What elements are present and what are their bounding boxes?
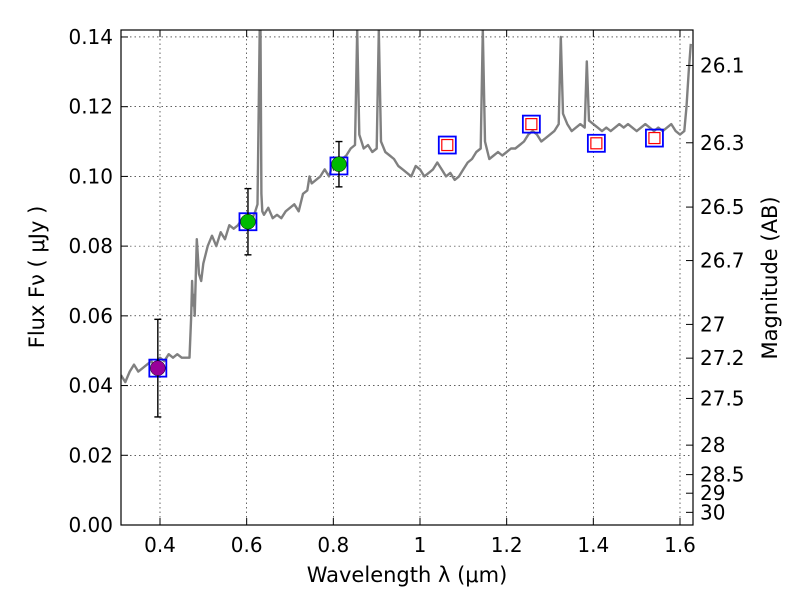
spectrum-layer	[121, 30, 692, 384]
plot-frame	[120, 29, 694, 526]
upper-limit-marker	[441, 138, 454, 152]
spectrum-line	[121, 30, 692, 384]
x-tick-label: 1	[414, 533, 427, 557]
mag-tick-label: 26.1	[700, 53, 745, 77]
y-tick-label: 0.02	[68, 443, 113, 467]
upper-limit-marker	[648, 131, 661, 145]
mag-tick-label: 26.5	[700, 195, 745, 219]
y-tick-label: 0.12	[68, 95, 113, 119]
y-tick-label: 0.14	[68, 25, 113, 49]
x-tick-label: 1.6	[664, 533, 696, 557]
y-axis-right-label: Magnitude (AB)	[758, 196, 782, 359]
tick-layer: 0.4 0.6 0.8 1 1.2 1.4 1.6 0.00 0.02 0.04 0.06 0.08 0…	[68, 25, 744, 557]
model-photometry-box	[521, 114, 541, 134]
x-tick-label: 0.6	[231, 533, 263, 557]
x-tick-label: 1.4	[577, 533, 609, 557]
mag-tick-label: 28.5	[700, 463, 745, 487]
y-tick-label: 0.00	[68, 513, 113, 537]
mag-tick-label: 30	[700, 500, 725, 524]
upper-limit-marker	[525, 118, 538, 131]
mag-tick-label: 27.2	[700, 346, 745, 370]
mag-tick-label: 29	[700, 481, 725, 505]
y-tick-label: 0.10	[68, 164, 113, 188]
marker-layer	[148, 114, 664, 418]
model-photometry-box	[645, 128, 664, 148]
x-tick-label: 0.8	[317, 533, 349, 557]
y-tick-label: 0.04	[68, 374, 113, 398]
upper-limit-marker	[590, 137, 603, 150]
y-axis-label: Flux Fν ( μJy )	[25, 206, 49, 349]
mag-tick-label: 26.7	[700, 249, 745, 273]
model-photometry-box	[586, 133, 606, 153]
y-tick-label: 0.08	[68, 234, 113, 258]
photometry-point	[150, 360, 166, 376]
x-tick-label: 1.2	[491, 533, 523, 557]
x-axis-label: Wavelength λ (μm)	[307, 563, 508, 587]
mag-tick-label: 27	[700, 312, 725, 336]
mag-tick-label: 26.3	[700, 131, 745, 155]
photometry-point	[331, 156, 347, 172]
x-tick-label: 0.4	[144, 533, 176, 557]
mag-tick-label: 28	[700, 433, 725, 457]
photometry-point	[240, 213, 256, 230]
mag-tick-label: 27.5	[700, 386, 745, 410]
y-tick-label: 0.06	[68, 304, 113, 328]
model-photometry-box	[437, 135, 457, 155]
